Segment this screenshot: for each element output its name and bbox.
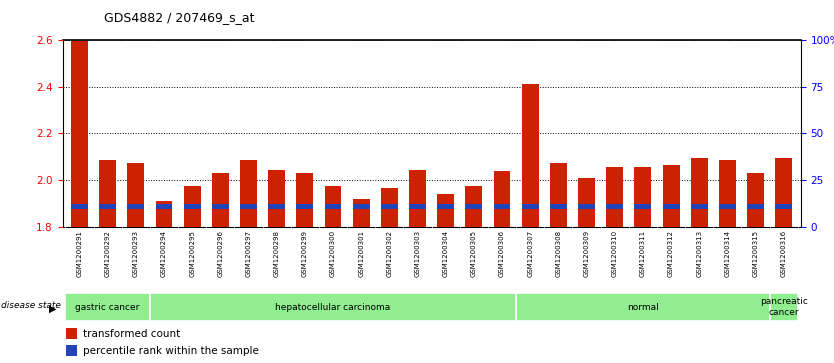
Bar (212, 173, 229, 227)
Text: GSM1200293: GSM1200293 (133, 230, 138, 277)
Text: GSM1200298: GSM1200298 (274, 230, 279, 277)
Bar (296, 173, 314, 227)
Bar (183, 186, 201, 227)
Bar (155, 204, 173, 209)
Bar (128, 204, 144, 209)
Bar (183, 204, 201, 209)
Bar (324, 186, 341, 227)
Bar (776, 158, 792, 227)
Bar (550, 204, 567, 209)
Text: transformed count: transformed count (83, 329, 180, 339)
Bar (437, 194, 455, 227)
Bar (240, 204, 257, 209)
Bar (550, 163, 567, 227)
Text: GDS4882 / 207469_s_at: GDS4882 / 207469_s_at (104, 11, 254, 24)
Bar (516, 293, 770, 321)
Bar (65, 293, 150, 321)
Text: ▶: ▶ (49, 303, 57, 314)
Bar (409, 170, 426, 227)
Bar (240, 160, 257, 227)
Bar (662, 204, 680, 209)
Bar (128, 163, 144, 227)
Text: GSM1200303: GSM1200303 (414, 230, 420, 277)
Bar (578, 204, 595, 209)
Bar (353, 199, 369, 227)
Bar (324, 204, 341, 209)
Text: GSM1200307: GSM1200307 (527, 230, 533, 277)
Bar (66, 329, 78, 339)
Text: GSM1200291: GSM1200291 (77, 230, 83, 277)
Bar (522, 84, 539, 227)
Text: GSM1200312: GSM1200312 (668, 230, 674, 277)
Text: GSM1200292: GSM1200292 (104, 230, 111, 277)
Bar (409, 204, 426, 209)
Text: normal: normal (627, 303, 659, 311)
Text: GSM1200314: GSM1200314 (725, 230, 731, 277)
Text: GSM1200300: GSM1200300 (330, 230, 336, 277)
Text: GSM1200304: GSM1200304 (443, 230, 449, 277)
Bar (719, 204, 736, 209)
Bar (635, 167, 651, 227)
Bar (747, 204, 764, 209)
Bar (635, 204, 651, 209)
Text: GSM1200295: GSM1200295 (189, 230, 195, 277)
Bar (269, 204, 285, 209)
Bar (71, 204, 88, 209)
Bar (606, 204, 623, 209)
Bar (381, 204, 398, 209)
Text: GSM1200301: GSM1200301 (358, 230, 364, 277)
Bar (381, 188, 398, 227)
Bar (71, 41, 88, 227)
Bar (437, 204, 455, 209)
Text: pancreatic
cancer: pancreatic cancer (760, 297, 807, 317)
Text: percentile rank within the sample: percentile rank within the sample (83, 346, 259, 355)
Text: GSM1200299: GSM1200299 (302, 230, 308, 277)
Text: GSM1200315: GSM1200315 (752, 230, 759, 277)
Bar (578, 178, 595, 227)
Bar (212, 204, 229, 209)
Text: GSM1200316: GSM1200316 (781, 230, 786, 277)
Bar (465, 204, 482, 209)
Text: GSM1200306: GSM1200306 (499, 230, 505, 277)
Text: GSM1200313: GSM1200313 (696, 230, 702, 277)
Bar (494, 204, 510, 209)
Bar (155, 201, 173, 227)
Bar (662, 165, 680, 227)
Bar (269, 170, 285, 227)
Text: GSM1200310: GSM1200310 (611, 230, 618, 277)
Bar (776, 204, 792, 209)
Bar (465, 186, 482, 227)
Text: GSM1200297: GSM1200297 (245, 230, 252, 277)
Bar (99, 204, 116, 209)
Text: GSM1200294: GSM1200294 (161, 230, 167, 277)
Bar (353, 204, 369, 209)
Bar (747, 173, 764, 227)
Text: GSM1200308: GSM1200308 (555, 230, 561, 277)
Bar (494, 171, 510, 227)
Text: GSM1200296: GSM1200296 (218, 230, 224, 277)
Text: hepatocellular carcinoma: hepatocellular carcinoma (275, 303, 390, 311)
Text: disease state: disease state (1, 301, 61, 310)
Bar (691, 158, 708, 227)
Text: GSM1200309: GSM1200309 (584, 230, 590, 277)
Text: GSM1200311: GSM1200311 (640, 230, 646, 277)
Text: GSM1200302: GSM1200302 (386, 230, 392, 277)
Bar (606, 167, 623, 227)
Bar (719, 160, 736, 227)
Bar (66, 345, 78, 356)
Bar (150, 293, 516, 321)
Bar (691, 204, 708, 209)
Bar (99, 160, 116, 227)
Bar (296, 204, 314, 209)
Text: gastric cancer: gastric cancer (75, 303, 140, 311)
Bar (770, 293, 798, 321)
Text: GSM1200305: GSM1200305 (471, 230, 477, 277)
Bar (522, 204, 539, 209)
